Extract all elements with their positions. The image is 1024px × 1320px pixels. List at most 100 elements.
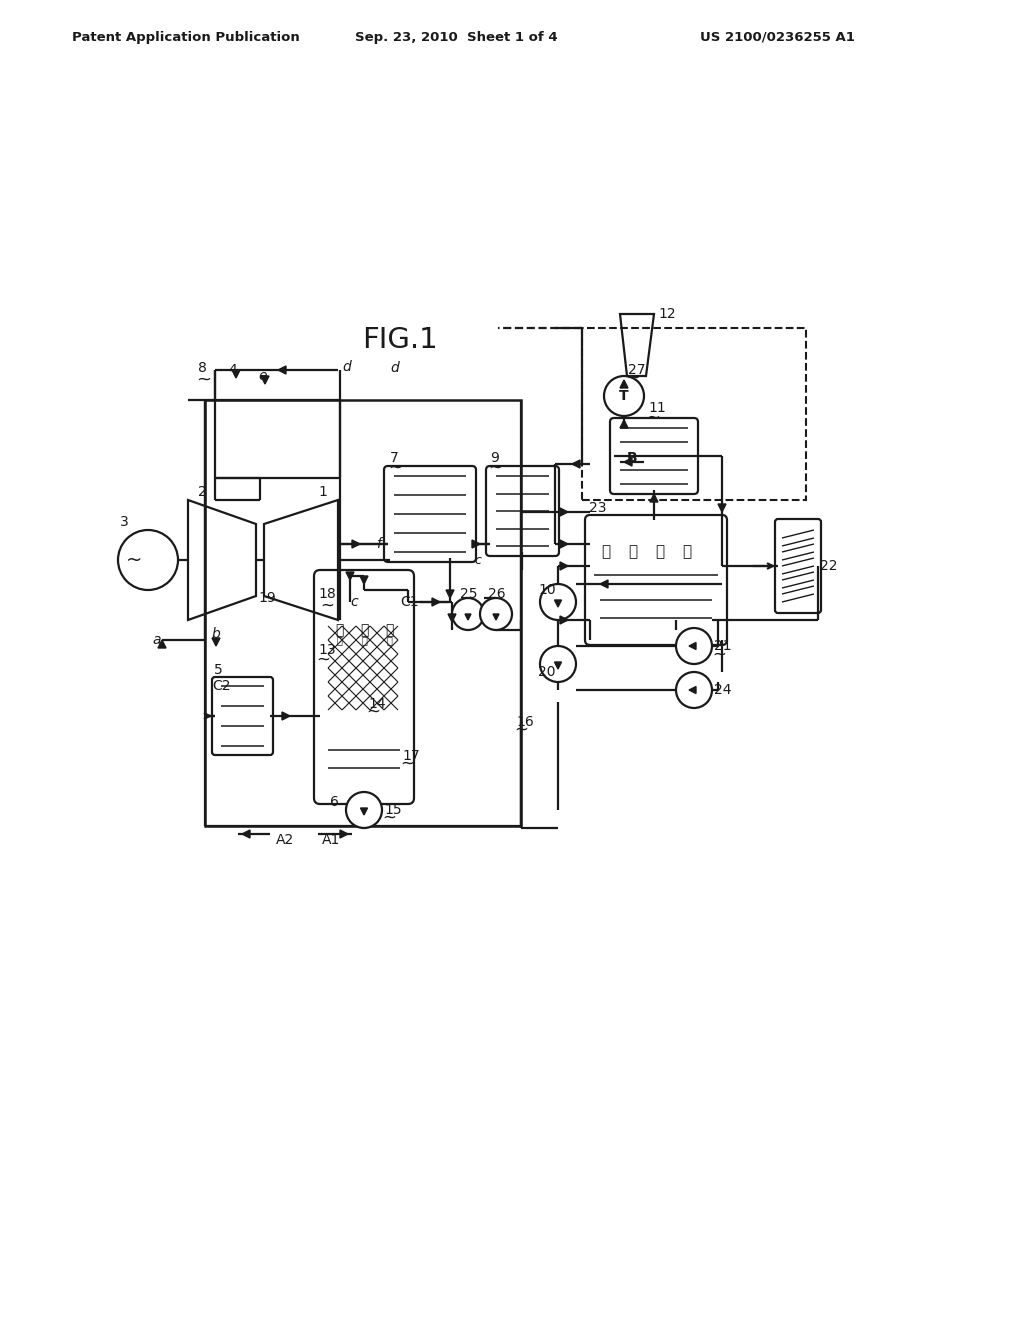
- Polygon shape: [432, 598, 440, 606]
- Polygon shape: [572, 459, 580, 469]
- Polygon shape: [282, 711, 290, 719]
- Polygon shape: [360, 808, 368, 814]
- Text: ~: ~: [126, 550, 142, 569]
- Polygon shape: [360, 576, 368, 583]
- Text: US 2100/0236255 A1: US 2100/0236255 A1: [700, 30, 855, 44]
- Text: ⚹: ⚹: [655, 544, 665, 560]
- Text: 1: 1: [318, 484, 327, 499]
- Text: ⚹: ⚹: [359, 623, 369, 638]
- Text: ⚹: ⚹: [361, 635, 367, 645]
- Polygon shape: [689, 686, 696, 693]
- Text: 27: 27: [628, 363, 645, 378]
- Circle shape: [480, 598, 512, 630]
- Polygon shape: [261, 376, 269, 384]
- Polygon shape: [689, 643, 696, 649]
- Polygon shape: [493, 614, 499, 620]
- Polygon shape: [212, 638, 220, 645]
- Polygon shape: [620, 380, 628, 388]
- Text: ~: ~: [646, 409, 660, 426]
- Bar: [582, 327, 806, 500]
- Text: ~: ~: [316, 651, 330, 669]
- Text: e: e: [258, 370, 266, 383]
- Polygon shape: [352, 540, 360, 548]
- Text: 23: 23: [589, 502, 606, 515]
- Text: 14: 14: [368, 697, 386, 711]
- Polygon shape: [600, 579, 608, 587]
- Polygon shape: [555, 663, 561, 669]
- Text: 20: 20: [538, 665, 555, 678]
- Text: 2: 2: [198, 484, 207, 499]
- Polygon shape: [650, 494, 658, 502]
- Polygon shape: [278, 366, 286, 374]
- Polygon shape: [449, 614, 456, 622]
- Text: 24: 24: [714, 682, 731, 697]
- Polygon shape: [446, 590, 454, 598]
- Polygon shape: [472, 540, 480, 548]
- Text: ~: ~: [196, 371, 211, 389]
- Text: 17: 17: [402, 748, 420, 763]
- Text: ~: ~: [712, 645, 726, 664]
- Text: ~: ~: [488, 459, 502, 477]
- Bar: [205, 400, 521, 826]
- Text: ~: ~: [626, 370, 640, 387]
- Polygon shape: [242, 830, 250, 838]
- Text: C1: C1: [400, 595, 419, 609]
- Text: ~: ~: [319, 597, 334, 615]
- Polygon shape: [232, 370, 240, 378]
- Circle shape: [676, 672, 712, 708]
- Polygon shape: [718, 504, 726, 512]
- Text: T: T: [620, 389, 629, 403]
- Circle shape: [346, 792, 382, 828]
- Text: 10: 10: [538, 583, 556, 597]
- Circle shape: [540, 583, 575, 620]
- Text: A1: A1: [322, 833, 340, 847]
- Text: f: f: [376, 537, 381, 550]
- Text: 19: 19: [258, 591, 275, 605]
- Text: 15: 15: [384, 803, 401, 817]
- Text: C2: C2: [212, 678, 230, 693]
- Text: 3: 3: [120, 515, 129, 529]
- Text: ⚹: ⚹: [601, 544, 610, 560]
- Text: ~: ~: [366, 704, 380, 721]
- Text: ⚹: ⚹: [335, 623, 343, 638]
- Text: FIG.1: FIG.1: [362, 326, 438, 354]
- Text: 4: 4: [228, 363, 237, 378]
- Text: b: b: [212, 627, 221, 642]
- Text: ~: ~: [400, 755, 414, 774]
- Polygon shape: [560, 508, 568, 516]
- Text: 6: 6: [330, 795, 339, 809]
- Polygon shape: [620, 420, 628, 428]
- Circle shape: [604, 376, 644, 416]
- Text: d: d: [390, 360, 398, 375]
- Text: ~: ~: [382, 809, 396, 828]
- Text: 8: 8: [198, 360, 207, 375]
- Polygon shape: [560, 540, 568, 548]
- Text: ⚹: ⚹: [682, 544, 691, 560]
- Text: d: d: [342, 360, 351, 374]
- Text: a: a: [152, 634, 161, 647]
- Polygon shape: [560, 616, 568, 624]
- Text: ~: ~: [388, 459, 402, 477]
- Text: ⚹: ⚹: [336, 635, 342, 645]
- Text: 9: 9: [490, 451, 499, 465]
- Text: 16: 16: [516, 715, 534, 729]
- Circle shape: [452, 598, 484, 630]
- Text: 25: 25: [460, 587, 477, 601]
- Text: 18: 18: [318, 587, 336, 601]
- Text: ⚹: ⚹: [385, 623, 393, 638]
- Text: Sep. 23, 2010  Sheet 1 of 4: Sep. 23, 2010 Sheet 1 of 4: [355, 30, 558, 44]
- Circle shape: [540, 645, 575, 682]
- Polygon shape: [465, 614, 471, 620]
- Text: 11: 11: [648, 401, 666, 414]
- Circle shape: [676, 628, 712, 664]
- Text: c: c: [350, 595, 357, 609]
- Polygon shape: [158, 640, 166, 648]
- Polygon shape: [624, 458, 632, 466]
- Text: 5: 5: [214, 663, 223, 677]
- Polygon shape: [555, 601, 561, 607]
- Text: 7: 7: [390, 451, 398, 465]
- Text: c: c: [474, 553, 481, 566]
- Text: Patent Application Publication: Patent Application Publication: [72, 30, 300, 44]
- Text: 13: 13: [318, 643, 336, 657]
- Text: 12: 12: [658, 308, 676, 321]
